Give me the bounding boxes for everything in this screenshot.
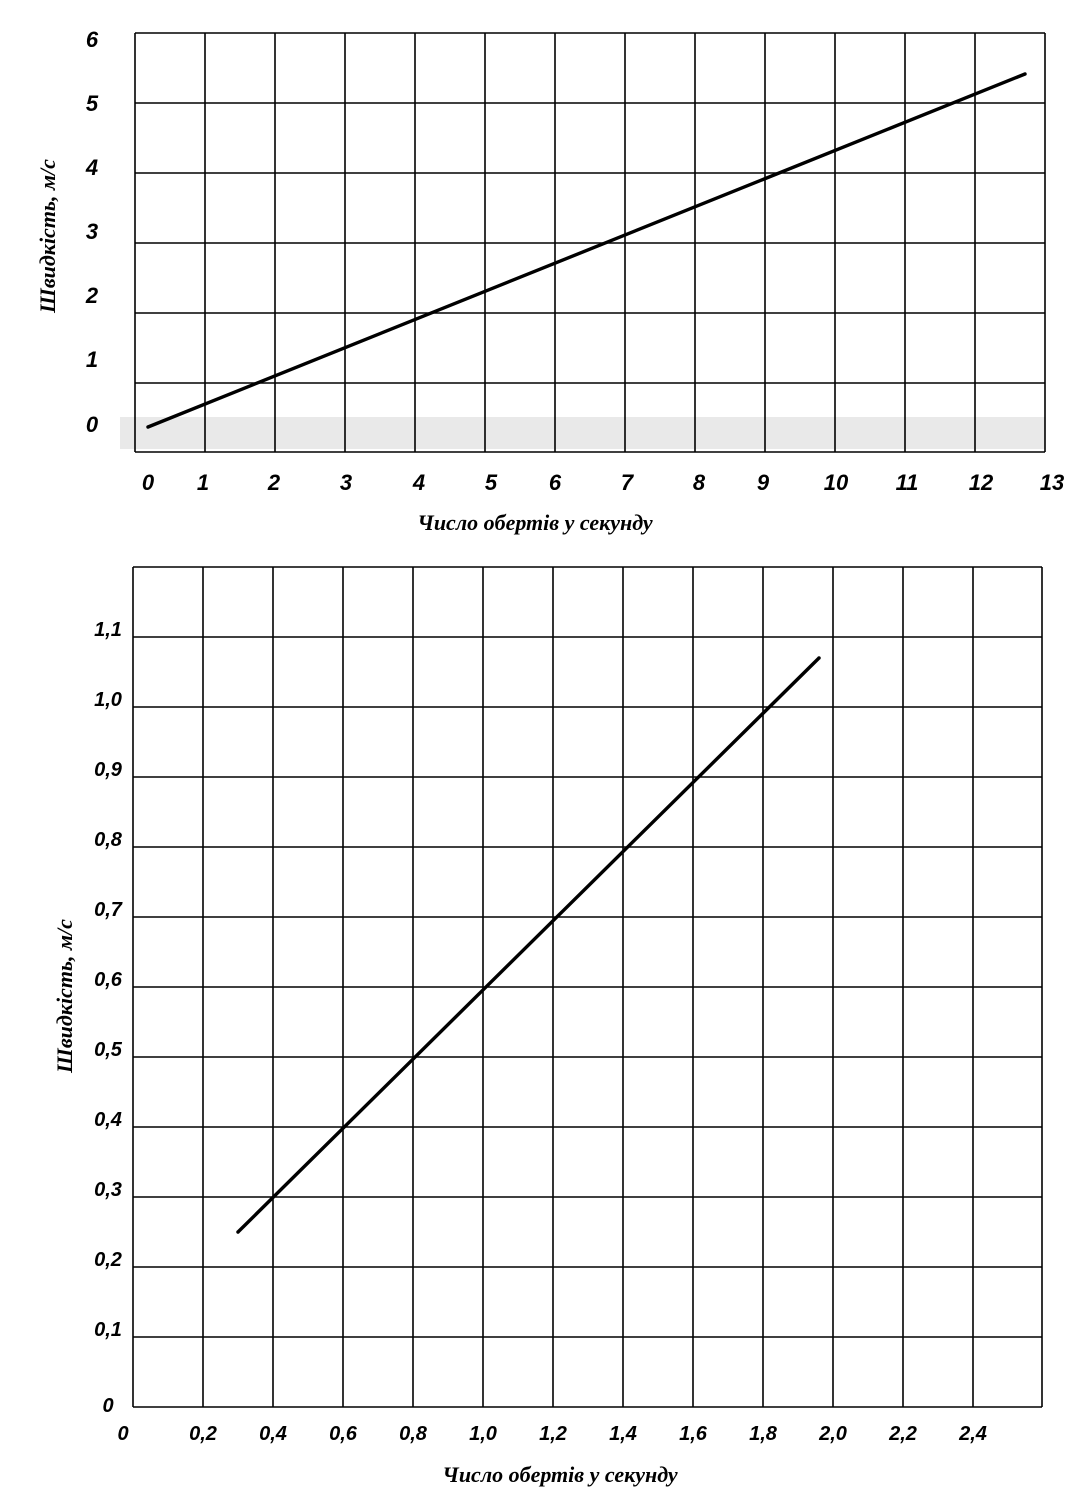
x-tick-label: 1,6: [679, 1423, 708, 1445]
x-tick-label: 9: [757, 470, 770, 495]
x-axis-title: Число обертів у секунду: [417, 510, 653, 535]
x-tick-label: 7: [621, 470, 635, 495]
series-line: [146, 72, 1027, 429]
chart-bottom-svg: 0 0,2 0,4 0,6 0,8 1,0 1,2 1,4 1,6 1,8 2,0 2,2 2,4 0 0,…: [52, 566, 1043, 1487]
speed-vs-rps-chart-top: 0 1 2 3 4 5 6 7 8 9 10 11 12 13 0 1 2 3 4 5 6 Число обертів у…: [0, 0, 1082, 560]
x-tick-label: 2: [267, 470, 281, 495]
y-tick-label: 0,6: [94, 969, 123, 991]
y-tick-label: 2: [85, 283, 99, 308]
series-line: [236, 656, 821, 1234]
y-axis-title: Швидкість, м/с: [35, 159, 60, 314]
x-tick-label: 12: [969, 470, 994, 495]
data-point: [817, 656, 821, 660]
x-tick-label: 3: [340, 470, 352, 495]
x-tick-label: 1: [197, 470, 209, 495]
x-axis-title: Число обертів у секунду: [442, 1462, 678, 1487]
y-tick-label: 0: [86, 412, 99, 437]
y-tick-label: 0: [102, 1395, 113, 1417]
y-tick-label: 0,9: [94, 759, 123, 781]
x-tick-label: 6: [549, 470, 562, 495]
y-tick-label: 0,8: [94, 829, 123, 851]
y-tick-label: 4: [85, 155, 98, 180]
y-axis-title: Швидкість, м/с: [52, 919, 77, 1074]
x-tick-label: 1,8: [749, 1423, 778, 1445]
y-tick-label: 0,7: [94, 899, 123, 921]
x-tick-label: 10: [824, 470, 849, 495]
x-tick-label: 0,4: [259, 1423, 287, 1445]
x-tick-label: 2,4: [958, 1423, 987, 1445]
y-tick-label: 0,2: [94, 1249, 122, 1271]
x-tick-label: 0: [142, 470, 155, 495]
y-tick-label: 0,1: [94, 1319, 122, 1341]
x-tick-label: 2,2: [888, 1423, 917, 1445]
data-point: [236, 1230, 240, 1234]
y-tick-label: 0,3: [94, 1179, 122, 1201]
data-point: [1023, 72, 1027, 76]
x-tick-label: 11: [896, 470, 919, 495]
background-band: [120, 417, 1045, 449]
y-tick-label: 1,0: [94, 689, 122, 711]
y-tick-label: 6: [86, 27, 99, 52]
x-tick-label: 0,6: [329, 1423, 358, 1445]
x-tick-label: 8: [693, 470, 706, 495]
x-tick-label: 0,8: [399, 1423, 428, 1445]
y-tick-label: 1: [86, 347, 98, 372]
x-tick-label: 1,2: [539, 1423, 567, 1445]
y-tick-label: 0,5: [94, 1039, 123, 1061]
data-point: [146, 425, 150, 429]
y-tick-label: 5: [86, 91, 99, 116]
x-tick-label: 1,4: [609, 1423, 637, 1445]
x-tick-label: 1,0: [469, 1423, 497, 1445]
x-tick-label: 0,2: [189, 1423, 217, 1445]
y-tick-label: 0,4: [94, 1109, 122, 1131]
x-tick-label: 13: [1040, 470, 1064, 495]
y-tick-label: 1,1: [94, 619, 122, 641]
y-tick-label: 3: [86, 219, 98, 244]
speed-vs-rps-chart-bottom: 0 0,2 0,4 0,6 0,8 1,0 1,2 1,4 1,6 1,8 2,0 2,2 2,4 0 0,…: [0, 560, 1082, 1498]
x-tick-label: 5: [485, 470, 498, 495]
x-tick-label: 2,0: [818, 1423, 847, 1445]
x-tick-label: 4: [412, 470, 425, 495]
x-tick-label: 0: [117, 1423, 128, 1445]
